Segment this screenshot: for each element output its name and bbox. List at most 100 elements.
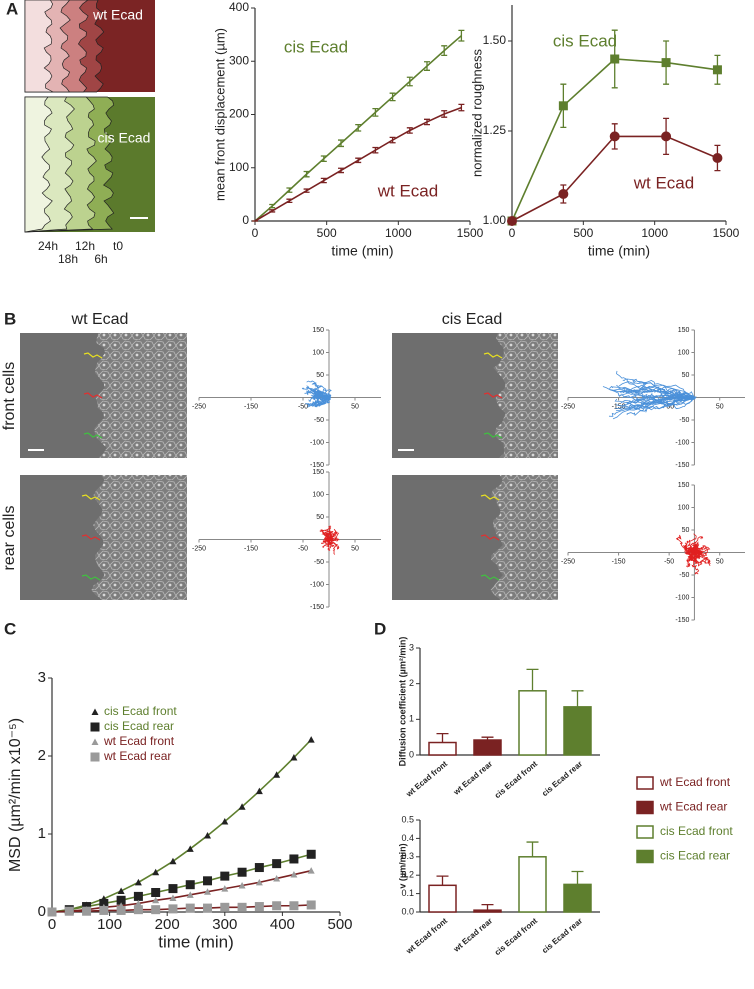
series-line	[51, 869, 312, 913]
error-bar	[389, 136, 396, 144]
x-tick-label: -250	[192, 545, 206, 552]
legend-label: wt Ecad front	[659, 775, 731, 789]
marker	[254, 902, 264, 912]
cell-track	[625, 384, 695, 401]
y-tick-label: 150	[678, 482, 690, 489]
cell-track	[308, 397, 330, 408]
marker	[168, 884, 178, 894]
x-tick-label: -150	[612, 403, 626, 410]
series-label: wt Ecad	[377, 181, 438, 200]
legend-label: wt Ecad rear	[103, 749, 171, 763]
y-tick-label: 0.3	[401, 851, 414, 861]
panel-label: B	[4, 309, 16, 328]
x-tick-label: 400	[270, 916, 295, 933]
marker	[712, 65, 722, 75]
x-tick-label: -150	[244, 403, 258, 410]
track-overlay	[83, 392, 103, 399]
error-bar	[436, 875, 449, 886]
track-overlay	[480, 574, 500, 581]
series-label: cis Ecad	[284, 37, 348, 56]
x-tick-label: 100	[97, 916, 122, 933]
error-bar	[424, 61, 430, 71]
y-tick-label: 1.50	[483, 33, 507, 47]
x-tick-label: -150	[244, 545, 258, 552]
legend-label: wt Ecad front	[103, 734, 175, 748]
marker	[133, 905, 143, 915]
cell-track	[320, 529, 330, 541]
marker	[558, 101, 568, 111]
marker	[272, 859, 282, 869]
panel-label: D	[374, 619, 386, 638]
track-overlay	[83, 352, 103, 359]
y-tick-label: 50	[316, 514, 324, 521]
x-tick-label: 500	[573, 226, 593, 240]
row-title: rear cells	[1, 506, 18, 571]
y-tick-label: 150	[312, 469, 324, 476]
y-axis-label: mean front displacement (µm)	[212, 28, 227, 201]
marker	[133, 891, 143, 901]
marker	[117, 887, 125, 894]
y-tick-label: -100	[310, 581, 324, 588]
y-tick-label: 150	[678, 327, 690, 334]
cell-track	[313, 391, 331, 398]
column-title: cis Ecad	[442, 311, 502, 328]
x-tick-label: 1500	[713, 226, 740, 240]
marker	[99, 905, 109, 915]
error-bar	[372, 146, 379, 154]
y-tick-label: 100	[312, 349, 324, 356]
y-tick-label: 400	[229, 0, 249, 14]
y-tick-label: -50	[314, 417, 324, 424]
marker	[289, 901, 299, 911]
cell-track	[691, 535, 704, 553]
x-tick-label: 1500	[457, 226, 484, 240]
marker	[306, 849, 316, 859]
marker	[186, 845, 194, 852]
marker	[609, 131, 620, 142]
cell-track	[687, 549, 709, 562]
error-bar	[286, 187, 293, 193]
image-label: cis Ecad	[98, 130, 151, 146]
legend-label: wt Ecad rear	[659, 800, 727, 814]
marker	[254, 863, 264, 873]
y-tick-label: 0.4	[401, 833, 414, 843]
marker	[91, 708, 99, 715]
error-bar	[441, 45, 448, 57]
marker	[221, 885, 229, 892]
legend-label: cis Ecad front	[104, 704, 177, 718]
bar	[518, 856, 547, 913]
marker	[203, 903, 213, 913]
series-line	[51, 853, 312, 913]
image-label: wt Ecad	[92, 7, 143, 23]
x-tick-label: -250	[561, 403, 575, 410]
cell-track	[609, 386, 695, 399]
marker	[116, 895, 126, 905]
series-label: wt Ecad	[633, 173, 694, 192]
cell-track	[326, 538, 334, 545]
marker	[134, 899, 142, 907]
cell-track	[686, 552, 698, 568]
y-tick-label: -150	[675, 617, 689, 624]
x-tick-label: 1000	[385, 226, 412, 240]
x-tick-label: -50	[298, 403, 308, 410]
marker	[82, 906, 92, 916]
marker	[255, 878, 263, 886]
legend-swatch	[636, 825, 654, 839]
x-tick-label: cis Ecad front	[493, 916, 540, 957]
y-tick-label: -150	[310, 462, 324, 469]
bar	[428, 741, 457, 756]
cell-track	[327, 525, 332, 541]
marker	[712, 153, 723, 163]
column-title: wt Ecad	[71, 311, 129, 328]
y-tick-label: 0.5	[401, 814, 414, 824]
marker	[661, 131, 672, 142]
marker	[273, 874, 281, 882]
y-tick-label: -150	[675, 462, 689, 469]
x-tick-label: -250	[561, 558, 575, 565]
y-tick-label: -50	[314, 559, 324, 566]
y-tick-label: 100	[678, 504, 690, 511]
track-overlay	[81, 534, 101, 541]
error-bar	[355, 123, 362, 132]
bar	[563, 883, 592, 913]
marker	[237, 902, 247, 912]
marker	[558, 189, 569, 199]
